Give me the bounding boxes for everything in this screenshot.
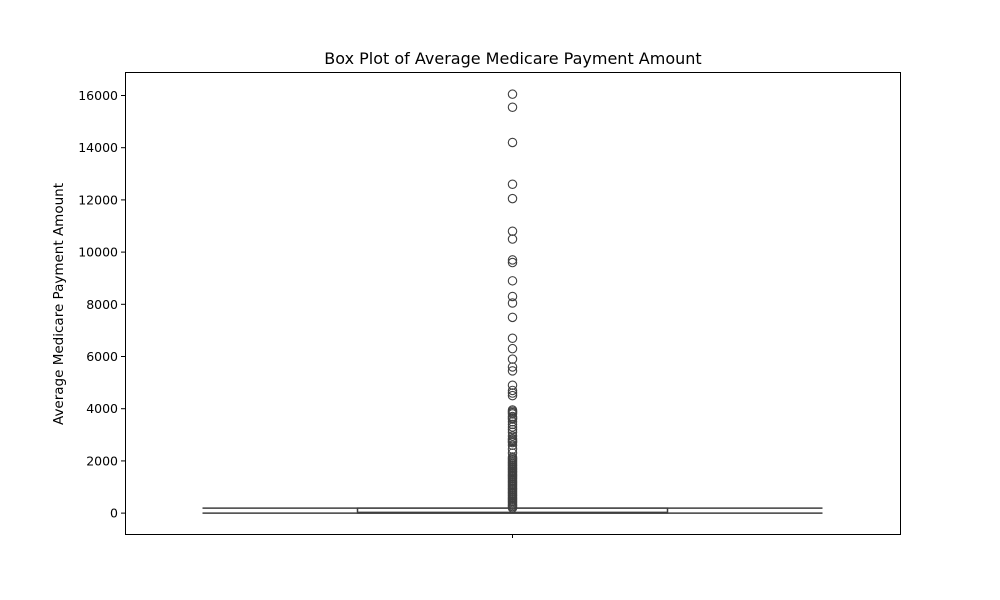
outlier-point bbox=[507, 179, 518, 189]
y-tick-label: 0 bbox=[110, 506, 118, 521]
y-axis: 0 2000 4000 6000 8000 10000 12000 14000 16000 bbox=[78, 88, 125, 521]
chart-title: Box Plot of Average Medicare Payment Amo… bbox=[324, 49, 701, 68]
outlier-point bbox=[507, 385, 518, 396]
y-tick-label: 2000 bbox=[86, 453, 118, 468]
outlier-point bbox=[507, 102, 518, 112]
outlier-point bbox=[507, 424, 518, 435]
outlier-point bbox=[507, 312, 518, 323]
outlier-point bbox=[507, 276, 518, 286]
plot-area bbox=[202, 89, 823, 514]
outlier-point bbox=[507, 234, 518, 244]
outlier-point bbox=[507, 388, 518, 398]
outlier-point bbox=[507, 444, 518, 454]
outlier-point bbox=[507, 366, 518, 376]
outlier-point bbox=[507, 414, 518, 424]
y-tick-label: 16000 bbox=[78, 88, 118, 103]
y-axis-label: Average Medicare Payment Amount bbox=[51, 183, 67, 425]
outlier-point bbox=[507, 417, 518, 427]
outlier-point bbox=[507, 419, 518, 430]
y-tick-label: 12000 bbox=[78, 192, 118, 207]
y-tick-label: 14000 bbox=[78, 140, 118, 155]
outlier-point bbox=[507, 427, 518, 437]
outlier-point bbox=[507, 409, 518, 419]
outlier-point bbox=[507, 89, 518, 99]
y-tick-label: 6000 bbox=[86, 349, 118, 364]
outlier-point bbox=[507, 137, 518, 148]
y-tick-label: 4000 bbox=[86, 401, 118, 416]
outlier-point bbox=[507, 333, 518, 343]
y-tick-label: 8000 bbox=[86, 297, 118, 312]
outlier-point bbox=[507, 431, 518, 441]
outlier-point bbox=[507, 362, 518, 372]
outlier-point bbox=[507, 298, 518, 308]
outlier-point bbox=[507, 440, 518, 451]
outlier-point bbox=[507, 390, 518, 401]
outlier-point bbox=[507, 437, 518, 448]
y-tick-label: 10000 bbox=[78, 245, 118, 260]
outlier-point bbox=[507, 257, 518, 268]
outlier-point bbox=[507, 226, 518, 236]
outlier-point bbox=[507, 343, 518, 354]
outlier-point bbox=[507, 193, 518, 204]
outlier-point bbox=[507, 255, 518, 265]
outlier-point bbox=[507, 448, 518, 458]
outlier-point bbox=[507, 503, 518, 513]
outlier-point bbox=[507, 380, 518, 390]
outlier-point bbox=[507, 354, 518, 364]
outlier-point bbox=[507, 291, 518, 302]
outlier-point bbox=[507, 422, 518, 432]
